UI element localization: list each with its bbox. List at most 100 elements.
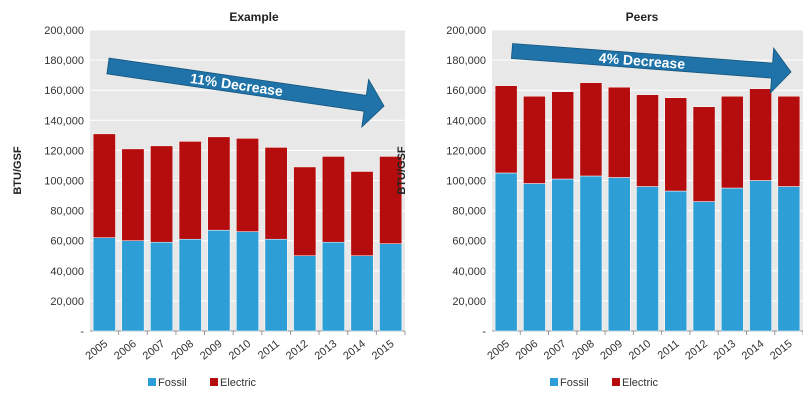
x-tick-label: 2013: [313, 338, 340, 363]
y-tick-label: 80,000: [50, 206, 84, 218]
y-tick-label: 160,000: [44, 85, 84, 97]
bar-electric-2005: [92, 133, 116, 238]
bar-electric-2006: [121, 148, 145, 241]
x-tick-label: 2009: [598, 338, 625, 363]
x-tick-label: 2005: [83, 338, 110, 363]
bar-electric-2011: [264, 147, 288, 240]
bar-fossil-2007: [150, 241, 174, 332]
bar-electric-2015: [379, 156, 403, 244]
bar-fossil-2005: [494, 172, 518, 332]
y-tick-label: 140,000: [44, 115, 84, 127]
bar-fossil-2009: [607, 177, 631, 332]
bar-electric-2009: [207, 136, 231, 231]
y-tick-label: 60,000: [50, 236, 84, 248]
x-tick-label: 2007: [542, 338, 569, 363]
x-tick-label: 2015: [370, 338, 397, 363]
bar-fossil-2013: [321, 241, 345, 332]
bar-electric-2005: [494, 85, 518, 174]
bar-electric-2012: [293, 166, 317, 256]
bar-electric-2007: [551, 91, 574, 180]
x-tick-label: 2010: [627, 338, 654, 363]
bar-fossil-2007: [551, 178, 574, 332]
bar-electric-2012: [692, 106, 716, 202]
bar-fossil-2011: [264, 238, 288, 332]
y-tick-label: 80,000: [452, 206, 486, 218]
y-tick-label: 60,000: [452, 236, 486, 248]
y-tick-label: 20,000: [50, 296, 84, 308]
decrease-arrow: [106, 57, 385, 129]
legend-swatch-electric: [612, 378, 620, 386]
bar-fossil-2012: [293, 255, 317, 332]
bar-electric-2006: [523, 95, 546, 184]
chart-title: Example: [229, 10, 279, 24]
legend-swatch-electric: [210, 378, 218, 386]
bar-fossil-2008: [178, 238, 202, 332]
x-tick-label: 2014: [341, 338, 368, 363]
x-tick-label: 2009: [198, 338, 225, 363]
bar-fossil-2015: [777, 186, 801, 332]
y-tick-label: 180,000: [44, 55, 84, 67]
bar-electric-2015: [777, 95, 801, 187]
bar-electric-2014: [749, 88, 772, 181]
legend-label-fossil: Fossil: [560, 377, 589, 389]
bar-electric-2010: [636, 94, 659, 187]
chart-example: - 20,000 40,000 60,000 80,000 100,000 120,000 1…: [12, 10, 406, 389]
legend-label-electric: Electric: [220, 377, 257, 389]
bar-fossil-2005: [92, 237, 116, 332]
y-tick-label: -: [80, 326, 84, 338]
y-tick-label: 100,000: [44, 176, 84, 188]
y-tick-label: 120,000: [44, 145, 84, 157]
x-tick-label: 2012: [683, 338, 710, 363]
x-tick-label: 2008: [169, 338, 196, 363]
bar-fossil-2010: [236, 231, 259, 332]
x-tick-label: 2011: [656, 338, 682, 362]
bar-electric-2007: [150, 145, 174, 243]
y-tick-label: 40,000: [50, 266, 84, 278]
bar-fossil-2010: [636, 186, 659, 332]
y-tick-label: -: [482, 326, 486, 338]
y-tick-label: 200,000: [44, 25, 84, 37]
y-tick-label: 160,000: [446, 85, 486, 97]
y-tick-label: 200,000: [446, 25, 486, 37]
bar-electric-2011: [664, 97, 688, 192]
y-axis-label: BTU/GSF: [12, 146, 24, 195]
y-axis-label: BTU/GSF: [396, 146, 408, 195]
x-tick-label: 2005: [485, 338, 512, 363]
x-tick-label: 2011: [256, 338, 282, 362]
bar-fossil-2014: [350, 255, 374, 332]
legend-swatch-fossil: [550, 378, 558, 386]
bar-electric-2008: [178, 141, 202, 240]
decrease-arrow: [510, 43, 792, 95]
bar-electric-2009: [607, 86, 631, 178]
arrow-annotation: 4% Decrease: [598, 50, 686, 72]
bar-fossil-2015: [379, 243, 403, 332]
bar-fossil-2006: [121, 240, 145, 332]
bar-electric-2010: [236, 138, 259, 232]
y-tick-label: 140,000: [446, 115, 486, 127]
x-tick-label: 2015: [768, 338, 795, 363]
legend-swatch-fossil: [148, 378, 156, 386]
x-tick-label: 2006: [514, 338, 541, 363]
y-tick-label: 20,000: [452, 296, 486, 308]
bar-fossil-2012: [692, 201, 716, 332]
bar-electric-2008: [579, 82, 603, 177]
x-tick-label: 2006: [112, 338, 139, 363]
bar-electric-2013: [721, 95, 744, 189]
y-tick-label: 180,000: [446, 55, 486, 67]
bar-fossil-2008: [579, 175, 603, 332]
legend-label-fossil: Fossil: [158, 377, 187, 389]
x-tick-label: 2010: [227, 338, 254, 363]
bar-fossil-2014: [749, 180, 772, 332]
bar-fossil-2013: [721, 187, 744, 332]
y-tick-label: 120,000: [446, 145, 486, 157]
bar-fossil-2011: [664, 190, 688, 332]
y-tick-label: 100,000: [446, 176, 486, 188]
bar-electric-2013: [321, 156, 345, 243]
y-tick-label: 40,000: [452, 266, 486, 278]
legend-label-electric: Electric: [622, 377, 659, 389]
chart-title: Peers: [626, 10, 659, 24]
bar-fossil-2006: [523, 183, 546, 332]
chart-peers: - 20,000 40,000 60,000 80,000 100,000 120,000 1…: [396, 10, 803, 389]
